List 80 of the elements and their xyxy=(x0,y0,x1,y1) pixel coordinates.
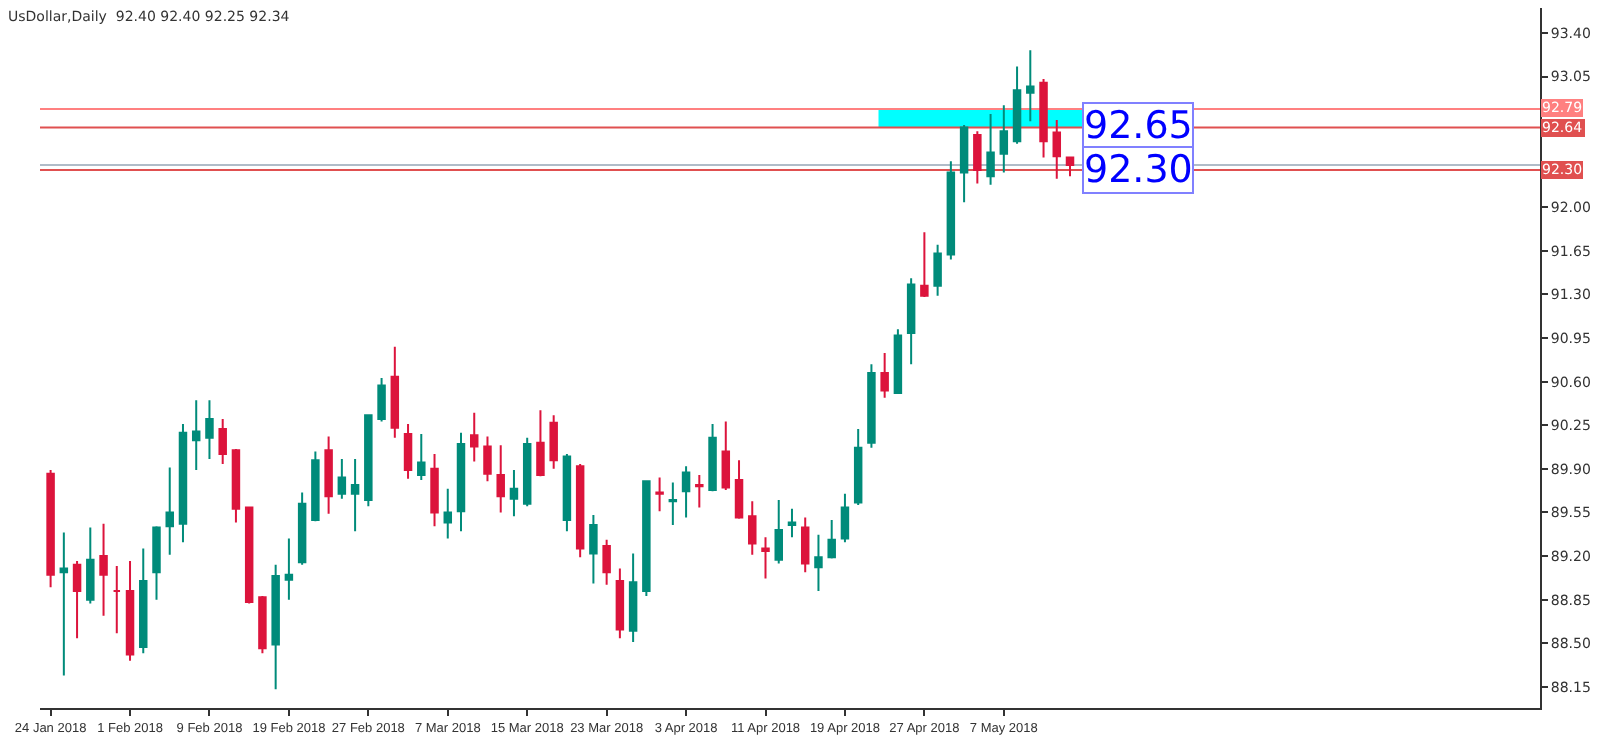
candlestick xyxy=(536,409,545,478)
candlestick xyxy=(364,414,373,508)
candlestick xyxy=(946,160,956,261)
candlestick xyxy=(297,491,307,566)
candlestick xyxy=(443,487,453,540)
candlestick xyxy=(244,506,254,605)
candlestick xyxy=(178,423,188,544)
candlestick xyxy=(642,480,651,597)
candlestick xyxy=(430,452,439,528)
candlestick xyxy=(589,513,598,585)
candlestick xyxy=(112,565,122,635)
candlestick xyxy=(350,457,360,533)
candlestick xyxy=(575,462,585,559)
candlestick xyxy=(628,552,638,643)
candlestick xyxy=(893,328,903,396)
candlestick xyxy=(959,124,969,204)
candlestick xyxy=(734,459,744,520)
candlestick xyxy=(59,531,69,677)
candlestick xyxy=(748,500,757,556)
candlestick xyxy=(258,594,267,655)
candlestick xyxy=(721,420,731,492)
candlestick xyxy=(973,130,982,185)
candlestick xyxy=(99,522,108,617)
candlestick xyxy=(681,465,691,519)
candlestick xyxy=(999,104,1009,174)
candlestick xyxy=(218,418,227,465)
candlestick xyxy=(456,431,466,533)
candlestick xyxy=(470,411,479,463)
candlestick xyxy=(986,112,995,186)
candlestick xyxy=(655,476,664,513)
candlestick xyxy=(390,345,400,439)
candlestick xyxy=(920,231,929,298)
candlestick xyxy=(1012,65,1022,145)
candlestick xyxy=(509,469,519,518)
candlestick xyxy=(708,423,717,493)
candlestick xyxy=(403,423,413,480)
candlestick xyxy=(311,450,320,523)
candlestick xyxy=(1065,156,1075,178)
candlestick xyxy=(615,567,625,640)
candlestick xyxy=(787,507,797,539)
candlestick xyxy=(191,399,201,472)
candlestick xyxy=(867,363,876,449)
candlestick xyxy=(774,499,783,565)
candlestick xyxy=(231,447,241,524)
candlestick xyxy=(417,432,426,482)
candlestick xyxy=(377,376,386,423)
candlestick xyxy=(139,547,148,655)
candlestick xyxy=(165,466,174,556)
candlestick xyxy=(1039,78,1048,159)
candlestick xyxy=(880,352,889,399)
candlestick xyxy=(496,444,505,514)
candlestick xyxy=(152,525,161,601)
candlestick xyxy=(337,457,347,500)
candlestick xyxy=(522,436,532,508)
candlestick xyxy=(933,243,942,297)
candlestick xyxy=(906,277,916,366)
candlestick xyxy=(86,526,95,605)
candlestick xyxy=(324,435,333,515)
candlestick xyxy=(483,435,492,483)
candlestick xyxy=(562,452,572,533)
candlestick xyxy=(814,533,823,592)
candlestick xyxy=(205,399,214,460)
candlestick xyxy=(1052,119,1062,180)
annotation: 92.30 xyxy=(1084,148,1193,192)
candlestick xyxy=(602,538,611,586)
candlestick xyxy=(284,537,294,601)
candlestick xyxy=(840,492,850,544)
candlestick xyxy=(853,428,863,506)
candlestick xyxy=(761,536,770,580)
annotation: 92.65 xyxy=(1084,104,1193,148)
candlestick xyxy=(549,414,558,470)
candlestick xyxy=(72,560,82,640)
candlestick xyxy=(125,560,135,662)
candlestick xyxy=(46,469,55,589)
candlestick xyxy=(1026,49,1035,123)
candlestick xyxy=(827,518,836,560)
candlestick xyxy=(695,474,704,509)
candlestick xyxy=(668,481,678,526)
candlestick xyxy=(800,516,810,574)
candlestick xyxy=(271,563,280,691)
